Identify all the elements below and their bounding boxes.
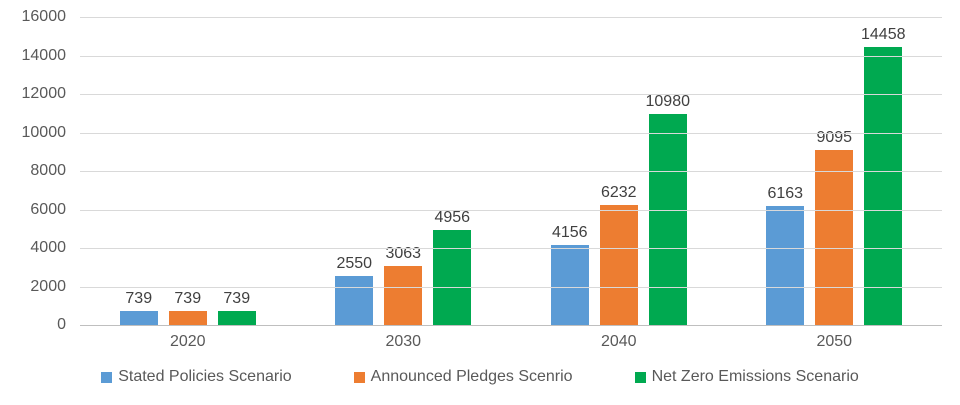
bar: 3063 [384, 245, 423, 325]
bar-value-label: 14458 [861, 25, 906, 43]
bar: 4956 [433, 209, 472, 325]
bar: 10980 [646, 93, 690, 325]
y-axis-tick-label: 10000 [21, 123, 67, 141]
bar-value-label: 6232 [600, 184, 637, 202]
gridline [80, 132, 942, 134]
gridline [80, 286, 942, 288]
bar: 6163 [766, 185, 805, 325]
bar-value-label: 4956 [434, 208, 471, 226]
gridline [80, 248, 942, 249]
x-axis-category-label: 2030 [385, 333, 422, 350]
gridline [80, 55, 942, 57]
bar: 6232 [599, 184, 638, 325]
legend-item: Announced Pledges Scenrio [353, 368, 573, 386]
bar-group-2050: 6163 9095 14458 [727, 17, 943, 325]
bar-value-label: 3063 [385, 245, 422, 263]
legend-swatch-icon [353, 371, 365, 383]
legend-label: Announced Pledges Scenrio [370, 368, 573, 385]
legend-item: Net Zero Emissions Scenario [634, 368, 859, 386]
legend: Stated Policies Scenario Announced Pledge… [0, 368, 960, 386]
y-axis-tick-label: 2000 [30, 277, 66, 295]
bar-value-label: 739 [125, 289, 153, 307]
bar-value-label: 6163 [767, 185, 804, 203]
y-axis-tick-label: 0 [57, 316, 66, 333]
bar-value-label: 739 [223, 289, 251, 307]
x-axis-line [80, 325, 942, 326]
bar: 14458 [861, 26, 906, 325]
y-axis: 0 2000 4000 6000 8000 10000 12000 14000 16000 [0, 9, 72, 333]
legend-label: Stated Policies Scenario [118, 368, 292, 385]
bar: 739 [119, 290, 158, 325]
y-axis-tick-label: 14000 [21, 46, 67, 64]
gridline [80, 94, 942, 95]
bar: 739 [168, 290, 207, 325]
legend-item: Stated Policies Scenario [101, 368, 292, 386]
y-axis-tick-label: 8000 [30, 162, 66, 179]
bar: 4156 [550, 224, 589, 325]
legend-swatch-icon [634, 371, 646, 383]
plot-area: 739 739 739 2550 3063 4956 4156 6232 10980 6163 90… [80, 17, 942, 326]
y-axis-tick-label: 12000 [21, 85, 67, 102]
legend-label: Net Zero Emissions Scenario [651, 368, 859, 385]
x-axis-category-label: 2020 [169, 333, 206, 350]
bar-value-label: 2550 [336, 254, 373, 272]
gridline [80, 209, 942, 211]
bar-group-2030: 2550 3063 4956 [296, 17, 512, 325]
bar-group-2020: 739 739 739 [80, 17, 296, 325]
y-axis-tick-label: 6000 [30, 200, 66, 218]
bar: 9095 [815, 129, 854, 325]
y-axis-tick-label: 4000 [30, 239, 66, 256]
bar: 739 [217, 290, 256, 325]
bar-value-label: 739 [174, 289, 202, 307]
y-axis-tick-label: 16000 [21, 8, 67, 25]
x-axis-category-label: 2040 [600, 333, 637, 350]
x-axis-category-label: 2050 [816, 333, 853, 350]
legend-swatch-icon [101, 371, 113, 383]
gridline [80, 17, 942, 18]
bar-groups: 739 739 739 2550 3063 4956 4156 6232 10980 6163 90… [80, 17, 942, 325]
bar-value-label: 4156 [551, 224, 588, 241]
bar-value-label: 10980 [645, 92, 691, 110]
x-axis: 2020 2030 2040 2050 [80, 333, 942, 351]
gridline [80, 171, 942, 172]
bar: 2550 [335, 255, 374, 325]
bar-group-2040: 4156 6232 10980 [511, 17, 727, 325]
